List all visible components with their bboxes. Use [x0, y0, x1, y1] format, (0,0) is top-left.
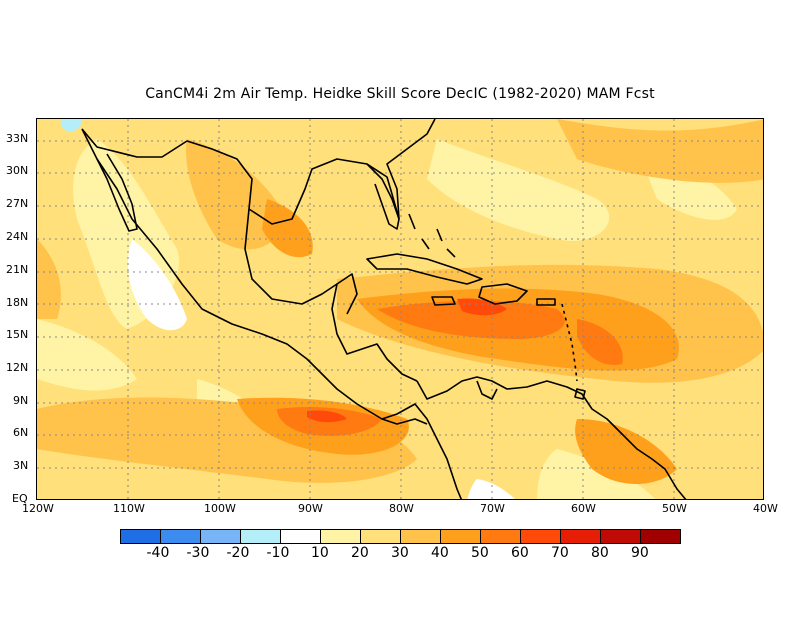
lat-label-27n: 27N	[6, 197, 29, 210]
colorbar-swatch	[560, 529, 601, 544]
map-canvas	[37, 119, 763, 499]
colorbar-label: 60	[511, 545, 529, 561]
colorbar-swatch	[240, 529, 281, 544]
skill-score-map	[36, 118, 764, 500]
coastlines	[81, 119, 687, 499]
colorbar-swatch	[440, 529, 481, 544]
lon-label-90w: 90W	[298, 502, 323, 515]
colorbar-swatch	[160, 529, 201, 544]
lat-label-33n: 33N	[6, 132, 29, 145]
colorbar-label: 40	[431, 545, 449, 561]
colorbar-label: -40	[146, 545, 170, 561]
colorbar-label: 90	[631, 545, 649, 561]
lat-label-12n: 12N	[6, 361, 29, 374]
colorbar-label: 10	[311, 545, 329, 561]
lat-label-15n: 15N	[6, 328, 29, 341]
colorbar-label: -20	[226, 545, 250, 561]
colorbar-swatch	[200, 529, 241, 544]
colorbar-label: 80	[591, 545, 609, 561]
colorbar-swatch	[640, 529, 681, 544]
lon-label-80w: 80W	[389, 502, 414, 515]
colorbar-label: 20	[351, 545, 369, 561]
colorbar-swatch	[400, 529, 441, 544]
map-title: CanCM4i 2m Air Temp. Heidke Skill Score …	[145, 86, 655, 102]
lat-label-3n: 3N	[13, 459, 29, 472]
lon-label-100w: 100W	[204, 502, 236, 515]
lat-label-24n: 24N	[6, 230, 29, 243]
lon-label-70w: 70W	[480, 502, 505, 515]
lon-label-110w: 110W	[113, 502, 145, 515]
colorbar-swatch	[520, 529, 561, 544]
colorbar-label: 30	[391, 545, 409, 561]
colorbar-swatch	[360, 529, 401, 544]
map-gridlines	[37, 119, 763, 499]
lat-label-eq: EQ	[12, 492, 28, 505]
lat-label-9n: 9N	[13, 394, 29, 407]
colorbar-swatch	[480, 529, 521, 544]
skill-contours-max	[307, 298, 507, 423]
colorbar-swatch	[320, 529, 361, 544]
lat-label-6n: 6N	[13, 426, 29, 439]
colorbar-label: -30	[186, 545, 210, 561]
lon-label-50w: 50W	[662, 502, 687, 515]
colorbar-label: 70	[551, 545, 569, 561]
lon-label-60w: 60W	[571, 502, 596, 515]
lat-label-18n: 18N	[6, 296, 29, 309]
lon-label-40w: 40W	[753, 502, 778, 515]
colorbar-label: -10	[266, 545, 290, 561]
colorbar-swatch	[280, 529, 321, 544]
skill-contours-negative	[60, 119, 82, 132]
lat-label-30n: 30N	[6, 164, 29, 177]
colorbar-label: 50	[471, 545, 489, 561]
lon-label-120w: 120W	[22, 502, 54, 515]
colorbar-swatch	[120, 529, 161, 544]
lat-label-21n: 21N	[6, 263, 29, 276]
colorbar-swatch	[600, 529, 641, 544]
skill-contours-neutral	[127, 239, 515, 499]
